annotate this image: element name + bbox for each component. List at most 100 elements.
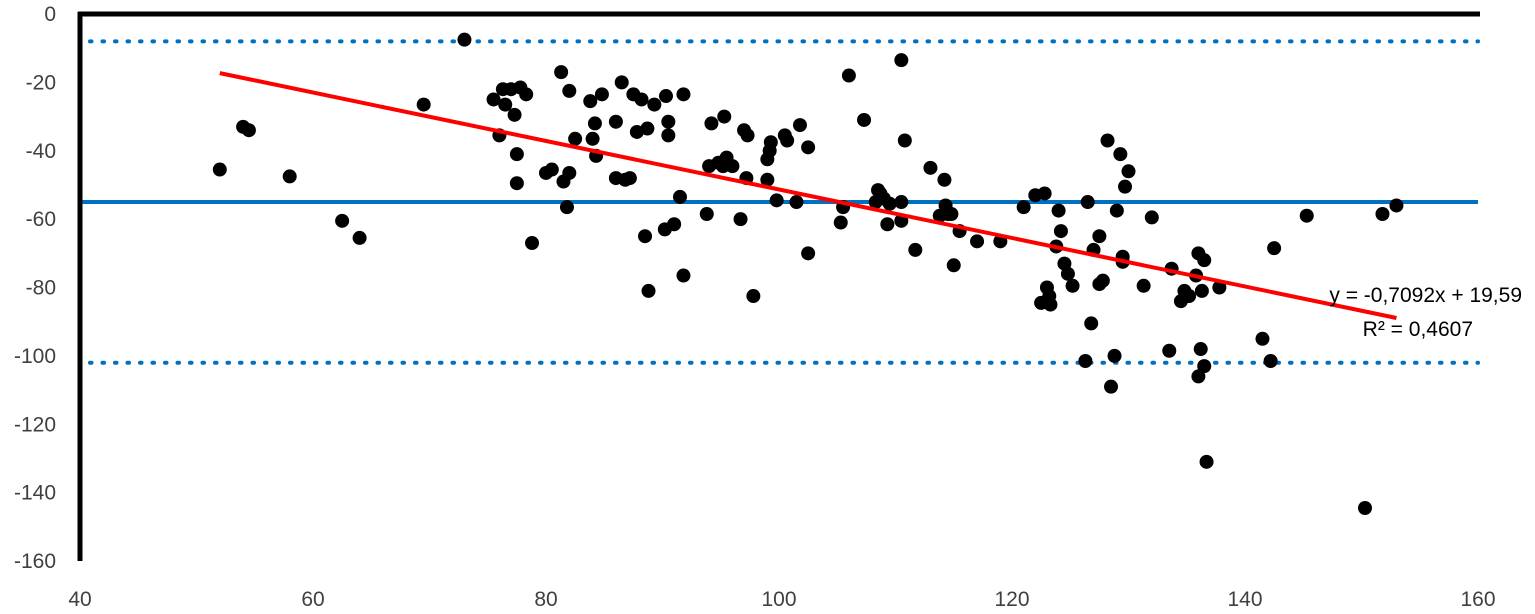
data-point	[1095, 273, 1110, 288]
data-point	[780, 133, 795, 148]
data-point	[486, 92, 501, 107]
data-point	[562, 165, 577, 180]
data-point	[760, 172, 775, 187]
data-point	[608, 114, 623, 129]
data-point	[544, 162, 559, 177]
data-point	[352, 230, 367, 245]
data-point	[746, 289, 761, 304]
data-point	[498, 97, 513, 112]
data-point	[801, 140, 816, 155]
x-tick-labels: 40 60 80 100 120 140 160	[68, 588, 1495, 611]
data-point	[1212, 280, 1227, 295]
data-point	[1104, 379, 1119, 394]
data-point	[587, 116, 602, 131]
x-tick-label: 120	[994, 588, 1029, 611]
data-point	[841, 68, 856, 83]
data-point	[622, 171, 637, 186]
data-point	[647, 97, 662, 112]
data-point	[1065, 278, 1080, 293]
data-point	[241, 123, 256, 138]
axes	[77, 11, 1480, 561]
data-point	[1118, 179, 1133, 194]
x-tick-label: 60	[301, 588, 324, 611]
trendline-equation: y = -0,7092x + 19,59	[1329, 284, 1522, 307]
data-point	[1060, 266, 1075, 281]
data-point	[1080, 195, 1095, 210]
data-point	[1092, 229, 1107, 244]
trendline	[219, 71, 1397, 320]
data-point	[801, 246, 816, 261]
data-point	[525, 236, 540, 251]
data-point	[894, 53, 909, 68]
data-point	[661, 114, 676, 129]
data-points	[212, 32, 1404, 516]
y-tick-label: -60	[26, 208, 56, 231]
y-tick-label: -140	[14, 482, 56, 505]
data-point	[1263, 354, 1278, 369]
x-tick-label: 40	[68, 588, 91, 611]
data-point	[880, 217, 895, 232]
data-point	[634, 92, 649, 107]
data-point	[792, 118, 807, 133]
data-point	[1375, 206, 1390, 221]
y-tick-labels: 0 -20 -40 -60 -80 -100 -120 -140 -160	[14, 3, 56, 573]
data-point	[672, 189, 687, 204]
data-point	[946, 258, 961, 273]
data-point	[882, 196, 897, 211]
data-point	[1078, 354, 1093, 369]
data-point	[594, 87, 609, 102]
data-point	[857, 112, 872, 127]
data-point	[923, 160, 938, 175]
data-point	[519, 87, 534, 102]
data-point	[1113, 147, 1128, 162]
data-point	[507, 107, 522, 122]
data-point	[1191, 369, 1206, 384]
data-point	[704, 116, 719, 131]
data-point	[944, 206, 959, 221]
data-point	[937, 172, 952, 187]
y-tick-label: -160	[14, 550, 56, 573]
data-point	[769, 193, 784, 208]
data-point	[1109, 203, 1124, 218]
x-tick-label: 100	[761, 588, 796, 611]
data-point	[457, 32, 472, 47]
data-point	[733, 212, 748, 227]
data-point	[614, 75, 629, 90]
x-tick-label: 80	[534, 588, 557, 611]
data-point	[568, 131, 583, 146]
data-point	[740, 128, 755, 143]
data-point	[1144, 210, 1159, 225]
data-point	[509, 176, 524, 191]
data-point	[789, 195, 804, 210]
data-point	[562, 83, 577, 98]
data-point	[1100, 133, 1115, 148]
y-tick-label: -20	[26, 71, 56, 94]
data-point	[583, 94, 598, 109]
data-point	[1016, 200, 1031, 215]
data-point	[1197, 253, 1212, 268]
data-point	[667, 217, 682, 232]
data-point	[661, 128, 676, 143]
data-point	[699, 206, 714, 221]
data-point	[833, 215, 848, 230]
data-point	[1162, 343, 1177, 358]
data-point	[894, 195, 909, 210]
x-tick-label: 140	[1227, 588, 1262, 611]
data-point	[1053, 224, 1068, 239]
y-tick-label: -40	[26, 140, 56, 163]
data-point	[554, 65, 569, 80]
data-point	[638, 229, 653, 244]
data-point	[282, 169, 297, 184]
data-point	[416, 97, 431, 112]
x-tick-label: 160	[1460, 588, 1495, 611]
data-point	[1084, 316, 1099, 331]
data-point	[908, 242, 923, 257]
data-point	[1255, 331, 1270, 346]
data-point	[970, 234, 985, 249]
data-point	[1357, 501, 1372, 516]
data-point	[640, 121, 655, 136]
data-point	[212, 162, 227, 177]
data-point	[1136, 278, 1151, 293]
data-point	[1199, 454, 1214, 469]
